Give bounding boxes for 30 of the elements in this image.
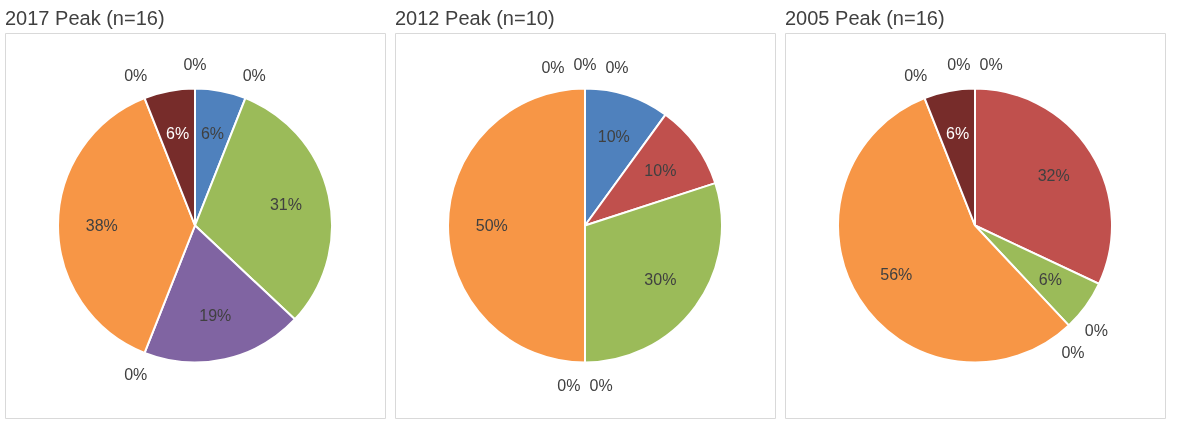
data-label: 6% [200, 124, 225, 142]
text: 0% [183, 55, 207, 73]
text: 0% [979, 56, 1003, 74]
text: 0% [605, 58, 629, 76]
data-label: 56% [880, 266, 913, 284]
text: 0% [124, 366, 148, 384]
text: 0% [904, 66, 928, 84]
data-label: 6% [945, 124, 970, 142]
data-label: 31% [269, 196, 302, 214]
data-label: 6% [1038, 271, 1062, 289]
data-label: 30% [644, 271, 677, 289]
text: 0% [557, 376, 581, 394]
data-label: 50% [475, 216, 508, 234]
data-label: 6% [165, 124, 190, 142]
text: 0% [1084, 322, 1108, 340]
text: 0% [947, 56, 971, 74]
data-label: 10% [597, 127, 630, 145]
data-label: 32% [1037, 166, 1070, 184]
chart-title: 2012 Peak (n=10) [395, 7, 555, 29]
text: 0% [1061, 344, 1085, 362]
text: 0% [124, 66, 148, 84]
text: 0% [242, 66, 266, 84]
text: 0% [541, 58, 565, 76]
text: 0% [589, 376, 613, 394]
chart-title: 2005 Peak (n=16) [785, 7, 945, 29]
text: 0% [573, 55, 597, 73]
data-label: 10% [644, 161, 677, 179]
data-label: 38% [85, 216, 118, 234]
chart-title: 2017 Peak (n=16) [5, 7, 165, 29]
data-label: 19% [199, 307, 232, 325]
